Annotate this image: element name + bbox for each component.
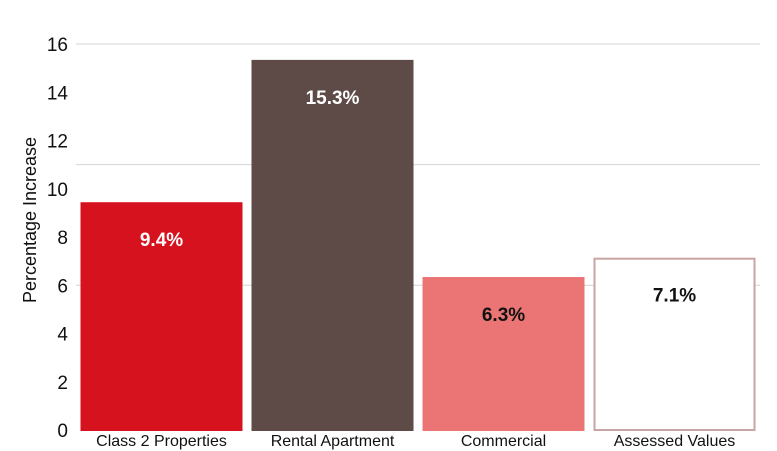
x-category-label: Class 2 Properties [96,433,227,450]
y-tick-label: 2 [57,373,68,394]
y-axis-title: Percentage Increase [20,137,40,303]
bar [422,277,585,432]
bar [251,59,414,431]
y-tick-label: 0 [57,421,68,442]
bar [593,257,756,431]
bar-data-label: 6.3% [482,305,525,326]
y-tick-label: 4 [57,325,68,346]
y-axis-ticks: 0 2 4 6 8 10 12 14 16 [47,35,69,442]
y-tick-label: 16 [47,35,68,56]
y-tick-label: 14 [47,83,69,104]
x-category-label: Assessed Values [614,433,736,450]
y-tick-label: 12 [47,132,68,153]
bar-data-label: 9.4% [140,230,183,251]
bar-data-label: 7.1% [653,286,696,307]
y-tick-label: 8 [57,228,68,249]
data-labels: 9.4% 15.3% 6.3% 7.1% [140,88,696,326]
bars [80,59,756,432]
x-category-label: Rental Apartment [271,433,395,450]
y-tick-label: 6 [57,276,68,297]
x-category-label: Commercial [461,433,546,450]
x-axis-categories: Class 2 Properties Rental Apartment Commer… [96,433,735,450]
y-tick-label: 10 [47,180,68,201]
bar-data-label: 15.3% [306,88,360,109]
bar [80,202,243,431]
